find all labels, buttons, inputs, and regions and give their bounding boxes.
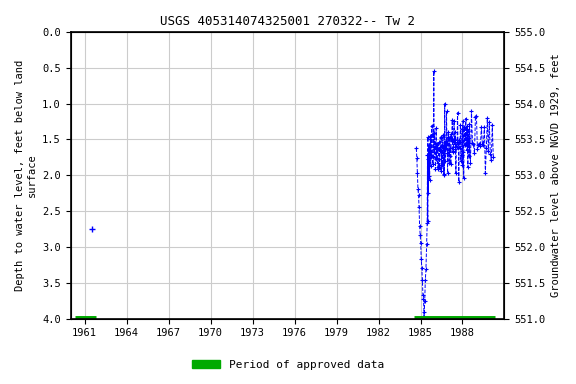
Y-axis label: Depth to water level, feet below land
surface: Depth to water level, feet below land su…: [15, 60, 37, 291]
Title: USGS 405314074325001 270322-- Tw 2: USGS 405314074325001 270322-- Tw 2: [160, 15, 415, 28]
Legend: Period of approved data: Period of approved data: [188, 356, 388, 375]
Y-axis label: Groundwater level above NGVD 1929, feet: Groundwater level above NGVD 1929, feet: [551, 53, 561, 297]
